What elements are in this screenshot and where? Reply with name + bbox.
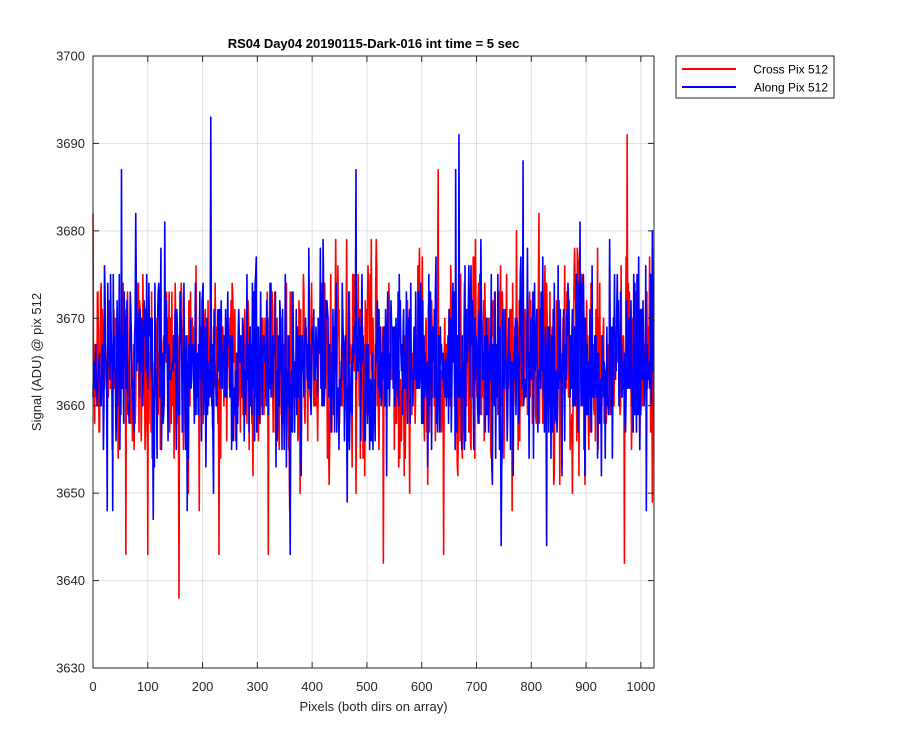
x-tick-label: 900 (575, 679, 597, 694)
y-tick-label: 3660 (56, 398, 85, 413)
x-tick-label: 800 (520, 679, 542, 694)
x-tick-label: 300 (247, 679, 269, 694)
legend-label-along: Along Pix 512 (754, 81, 828, 95)
series-layer (92, 116, 655, 599)
x-tick-label: 500 (356, 679, 378, 694)
x-tick-label: 600 (411, 679, 433, 694)
axes-box (92, 55, 655, 669)
y-tick-label: 3690 (56, 136, 85, 151)
x-tick-label: 100 (137, 679, 159, 694)
y-tick-label: 3650 (56, 486, 85, 501)
legend-box (675, 55, 835, 99)
x-tick-label: 1000 (626, 679, 655, 694)
x-tick-label: 700 (466, 679, 488, 694)
x-tick-label: 0 (89, 679, 96, 694)
legend: Cross Pix 512 Along Pix 512 (675, 55, 835, 99)
y-tick-label: 3670 (56, 311, 85, 326)
y-axis-label: Signal (ADU) @ pix 512 (29, 293, 44, 431)
ticks: 0 100 200 300 400 500 600 700 800 900 1000 3630 3640… (56, 49, 655, 695)
chart-title: RS04 Day04 20190115-Dark-016 int time = … (228, 36, 520, 51)
y-tick-label: 3640 (56, 573, 85, 588)
x-axis-label: Pixels (both dirs on array) (299, 699, 447, 714)
y-tick-label: 3700 (56, 49, 85, 64)
legend-label-cross: Cross Pix 512 (753, 63, 828, 77)
x-tick-label: 200 (192, 679, 214, 694)
y-tick-label: 3680 (56, 223, 85, 238)
series-line-along-pix-512 (92, 116, 655, 556)
x-tick-label: 400 (301, 679, 323, 694)
y-tick-label: 3630 (56, 661, 85, 676)
